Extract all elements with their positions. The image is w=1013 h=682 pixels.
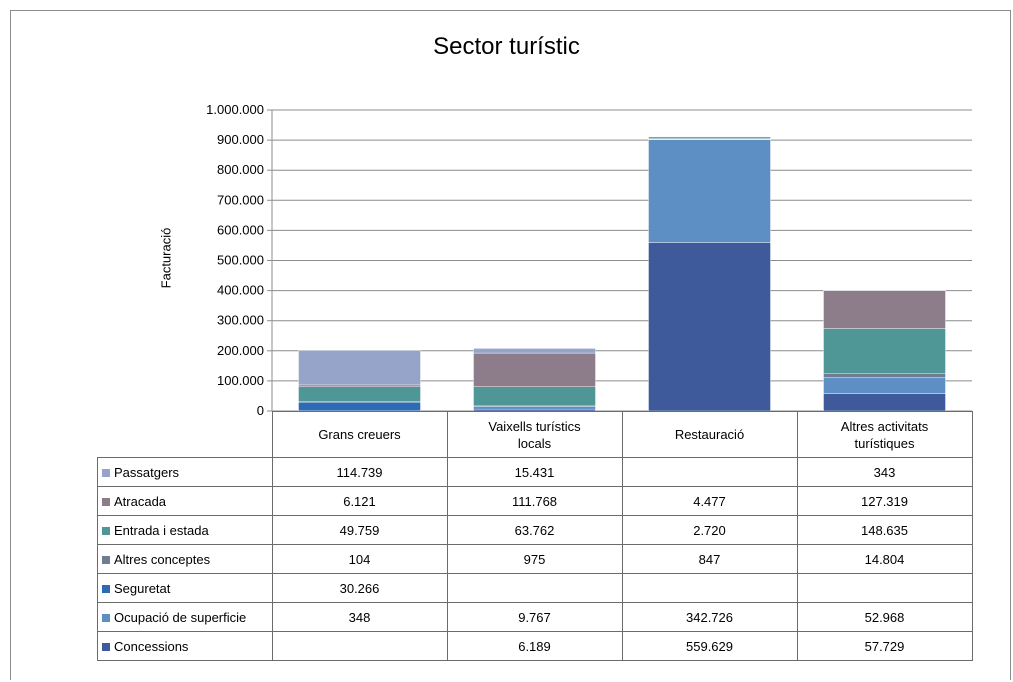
legend-swatch	[102, 527, 110, 536]
data-label: 148.635	[796, 515, 973, 545]
legend-swatch	[102, 498, 110, 507]
legend-entry: Passatgers	[97, 457, 273, 487]
data-label	[271, 631, 448, 661]
bar-concessions	[823, 393, 946, 412]
chart-frame	[10, 10, 1011, 680]
table-row: Passatgers 114.739 15.431 343	[97, 457, 973, 487]
y-tick-label: 300.000	[217, 313, 264, 328]
category-label: Altres activitats turístiques	[796, 411, 973, 458]
data-label	[621, 457, 798, 487]
table-row: Entrada i estada 49.759 63.762 2.720 148.635	[97, 515, 973, 545]
data-label: 847	[621, 544, 798, 574]
bar-seguretat	[298, 401, 421, 412]
data-label: 30.266	[271, 573, 448, 603]
table-row: Altres conceptes 104 975 847 14.804	[97, 544, 973, 574]
table-row: Concessions 6.189 559.629 57.729	[97, 631, 973, 661]
y-tick-label: 100.000	[217, 373, 264, 388]
bar-ocupaci-de-superficie	[823, 377, 946, 394]
data-label: 104	[271, 544, 448, 574]
y-tick-label: 900.000	[217, 132, 264, 147]
bar-atracada	[823, 289, 946, 329]
bar-passatgers	[473, 348, 596, 354]
series-name: Altres conceptes	[114, 551, 211, 567]
data-label: 975	[446, 544, 623, 574]
y-tick-label: 700.000	[217, 192, 264, 207]
bar-atracada	[298, 384, 421, 387]
category-label: Restauració	[621, 411, 798, 458]
y-tick-label: 600.000	[217, 222, 264, 237]
data-label: 9.767	[446, 602, 623, 632]
bar-entrada-i-estada	[298, 386, 421, 402]
data-label: 342.726	[621, 602, 798, 632]
legend-entry: Concessions	[97, 631, 273, 661]
bar-concessions	[648, 242, 771, 412]
data-label	[796, 573, 973, 603]
table-row: Seguretat 30.266	[97, 573, 973, 603]
bar-atracada	[473, 352, 596, 387]
y-tick-label: 1.000.000	[206, 102, 264, 117]
data-label: 127.319	[796, 486, 973, 516]
legend-entry: Altres conceptes	[97, 544, 273, 574]
data-label: 14.804	[796, 544, 973, 574]
data-label: 6.189	[446, 631, 623, 661]
data-label: 348	[271, 602, 448, 632]
legend-swatch	[102, 556, 110, 565]
data-label: 343	[796, 457, 973, 487]
legend-swatch	[102, 643, 110, 652]
legend-entry: Entrada i estada	[97, 515, 273, 545]
table-row: Ocupació de superficie 348 9.767 342.726 52.…	[97, 602, 973, 632]
category-label: Vaixells turístics locals	[446, 411, 623, 458]
bar-entrada-i-estada	[823, 328, 946, 374]
y-tick-label: 800.000	[217, 162, 264, 177]
data-label	[446, 573, 623, 603]
y-tick-label: 500.000	[217, 253, 264, 268]
data-label: 111.768	[446, 486, 623, 516]
legend-entry: Atracada	[97, 486, 273, 516]
series-name: Passatgers	[114, 464, 180, 480]
legend-swatch	[102, 585, 110, 594]
series-name: Seguretat	[114, 580, 171, 596]
table-row: Atracada 6.121 111.768 4.477 127.319	[97, 486, 973, 516]
legend-swatch	[102, 469, 110, 478]
bar-passatgers	[298, 350, 421, 386]
series-name: Atracada	[114, 493, 167, 509]
data-table: Grans creuers Vaixells turístics locals Res…	[97, 411, 973, 661]
bar-altres-conceptes	[823, 373, 946, 378]
bar-atracada	[648, 136, 771, 139]
bar-ocupaci-de-superficie	[648, 139, 771, 243]
data-label: 6.121	[271, 486, 448, 516]
y-tick-label: 200.000	[217, 343, 264, 358]
data-label: 57.729	[796, 631, 973, 661]
data-label: 52.968	[796, 602, 973, 632]
category-label: Grans creuers	[271, 411, 448, 458]
series-name: Ocupació de superficie	[114, 609, 247, 625]
data-label: 2.720	[621, 515, 798, 545]
bar-entrada-i-estada	[473, 386, 596, 407]
chart-title: Sector turístic	[433, 33, 580, 60]
y-tick-label: 0	[257, 403, 264, 418]
series-name: Entrada i estada	[114, 522, 209, 538]
legend-entry: Ocupació de superficie	[97, 602, 273, 632]
legend-entry: Seguretat	[97, 573, 273, 603]
data-label: 49.759	[271, 515, 448, 545]
data-label	[621, 573, 798, 603]
table-header-row: Grans creuers Vaixells turístics locals Res…	[97, 411, 973, 458]
legend-swatch	[102, 614, 110, 623]
y-tick-label: 400.000	[217, 283, 264, 298]
data-label: 4.477	[621, 486, 798, 516]
data-label: 114.739	[271, 457, 448, 487]
data-label: 15.431	[446, 457, 623, 487]
data-label: 559.629	[621, 631, 798, 661]
series-name: Concessions	[114, 638, 189, 654]
bar-passatgers	[823, 289, 946, 291]
table-corner	[97, 411, 273, 458]
data-label: 63.762	[446, 515, 623, 545]
